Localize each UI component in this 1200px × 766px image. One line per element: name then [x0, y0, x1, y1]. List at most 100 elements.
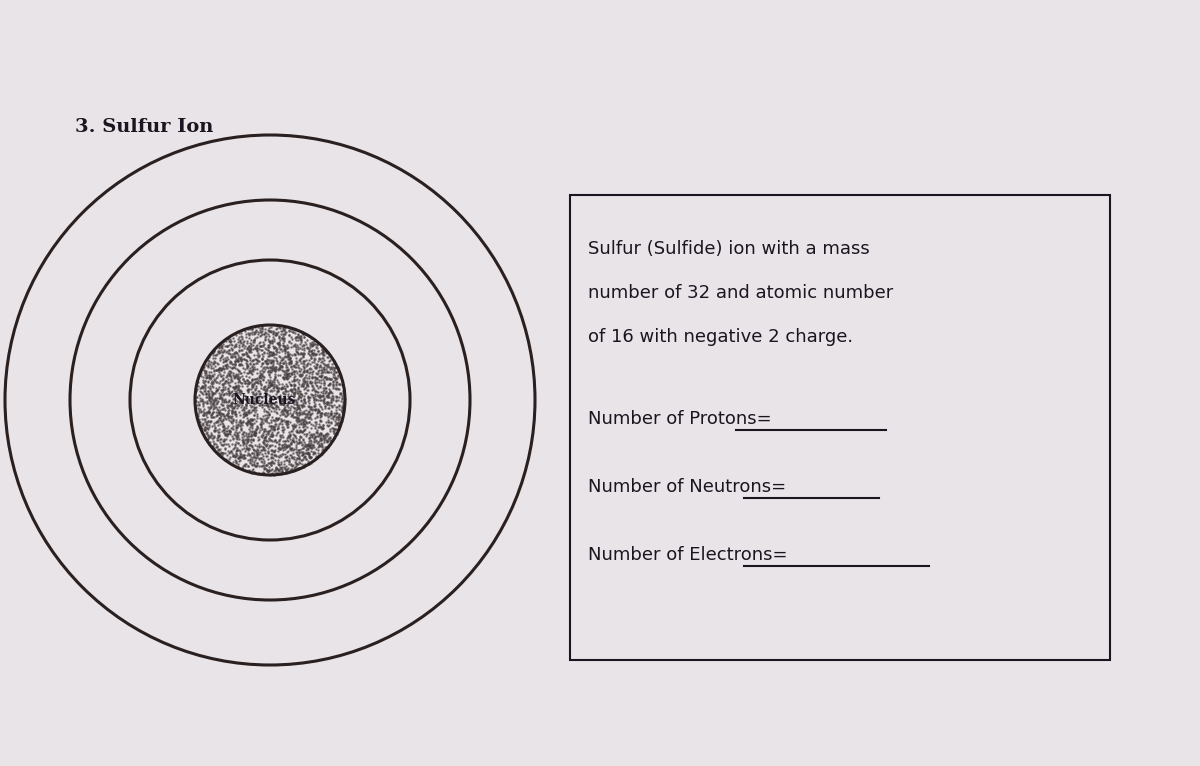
- Point: [284, 428, 304, 440]
- Point: [215, 394, 234, 407]
- Point: [286, 332, 305, 344]
- Point: [217, 336, 236, 348]
- Point: [196, 387, 215, 399]
- Point: [236, 408, 256, 421]
- Point: [302, 339, 322, 351]
- Point: [209, 362, 228, 374]
- Point: [205, 352, 224, 364]
- Point: [233, 426, 252, 438]
- Point: [210, 428, 229, 440]
- Point: [324, 365, 343, 378]
- Point: [289, 415, 308, 427]
- Point: [235, 408, 254, 421]
- Point: [265, 372, 284, 384]
- Point: [272, 360, 292, 372]
- Point: [299, 450, 318, 463]
- Point: [313, 443, 332, 455]
- Point: [204, 432, 223, 444]
- Point: [199, 355, 218, 367]
- Point: [251, 340, 270, 352]
- Point: [290, 385, 310, 397]
- Point: [296, 458, 316, 470]
- Point: [262, 357, 281, 369]
- Point: [199, 358, 218, 371]
- Point: [334, 385, 353, 397]
- Point: [205, 360, 224, 372]
- Point: [196, 388, 215, 400]
- Point: [270, 332, 289, 344]
- Point: [226, 339, 245, 352]
- Point: [214, 395, 233, 408]
- Point: [274, 381, 293, 394]
- Point: [287, 334, 306, 346]
- Point: [275, 365, 294, 378]
- Point: [289, 402, 308, 414]
- Point: [204, 400, 223, 412]
- Point: [318, 378, 337, 391]
- Point: [245, 353, 264, 365]
- Point: [278, 349, 298, 361]
- Point: [214, 439, 233, 451]
- Point: [312, 437, 331, 449]
- Point: [314, 392, 334, 404]
- Point: [281, 355, 300, 368]
- Point: [263, 439, 282, 451]
- Point: [223, 401, 242, 414]
- Point: [308, 441, 328, 453]
- Point: [205, 421, 224, 434]
- Point: [316, 409, 335, 421]
- Point: [322, 361, 341, 373]
- Point: [258, 379, 277, 391]
- Point: [274, 394, 293, 407]
- Point: [221, 336, 240, 348]
- Point: [284, 420, 304, 432]
- Point: [252, 444, 271, 456]
- Point: [316, 434, 335, 447]
- Point: [266, 429, 286, 441]
- Point: [264, 397, 283, 409]
- Point: [270, 378, 289, 391]
- Point: [306, 378, 325, 391]
- Point: [210, 345, 229, 358]
- Point: [266, 327, 286, 339]
- Point: [324, 431, 343, 444]
- Point: [257, 357, 276, 369]
- Point: [196, 418, 215, 430]
- Point: [294, 349, 313, 362]
- Point: [277, 361, 296, 373]
- Point: [242, 447, 262, 459]
- Point: [310, 421, 329, 434]
- Point: [244, 397, 263, 409]
- Point: [204, 401, 223, 414]
- Point: [307, 424, 326, 436]
- Point: [322, 362, 341, 375]
- Point: [278, 415, 298, 427]
- Point: [293, 446, 312, 458]
- Point: [319, 387, 338, 399]
- Point: [245, 456, 264, 468]
- Point: [256, 431, 275, 444]
- Point: [322, 398, 341, 411]
- Point: [217, 355, 236, 367]
- Point: [211, 398, 230, 411]
- Point: [216, 345, 235, 358]
- Point: [275, 344, 294, 356]
- Point: [289, 451, 308, 463]
- Point: [305, 399, 324, 411]
- Point: [302, 372, 322, 384]
- Point: [288, 381, 307, 394]
- Point: [252, 447, 271, 460]
- Point: [242, 414, 262, 426]
- Point: [287, 396, 306, 408]
- Point: [275, 423, 294, 435]
- Point: [282, 325, 301, 337]
- Point: [229, 384, 248, 396]
- Point: [222, 375, 241, 388]
- Point: [322, 358, 341, 370]
- Point: [296, 365, 316, 378]
- Point: [290, 408, 310, 421]
- Point: [228, 382, 247, 394]
- Point: [292, 394, 311, 406]
- Point: [200, 388, 220, 401]
- Point: [259, 408, 278, 420]
